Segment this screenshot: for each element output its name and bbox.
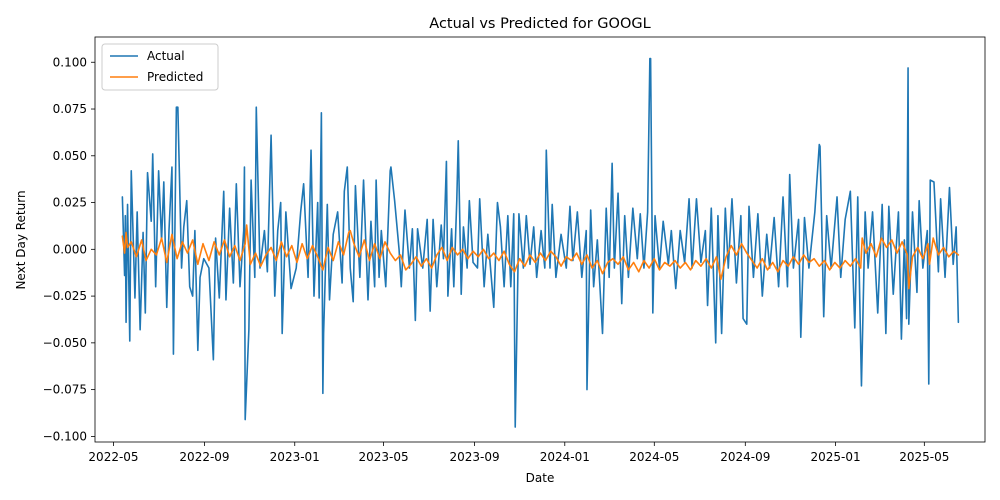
chart-title: Actual vs Predicted for GOOGL	[429, 16, 650, 32]
x-tick-label: 2024-01	[540, 450, 590, 464]
series-layer	[121, 57, 960, 428]
y-tick-label: 0.100	[53, 55, 87, 69]
x-tick-label: 2024-05	[629, 450, 679, 464]
x-tick-label: 2023-01	[270, 450, 320, 464]
y-tick-label: −0.025	[43, 289, 87, 303]
y-axis: 0.100 0.075 0.050 0.025 0.000 −0.025 −0.050 −0.…	[43, 55, 95, 443]
y-tick-label: 0.050	[53, 149, 87, 163]
y-tick-label: 0.000	[53, 242, 87, 256]
plot-area	[94, 36, 986, 443]
x-axis-title: Date	[526, 471, 555, 485]
series-line-predicted	[121, 224, 960, 290]
y-tick-label: 0.075	[53, 102, 87, 116]
x-tick-label: 2022-09	[179, 450, 229, 464]
x-axis: 2022-05 2022-09 2023-01 2023-05 2023-09 2024-…	[88, 442, 949, 464]
y-tick-label: −0.050	[43, 336, 87, 350]
y-axis-title: Next Day Return	[14, 190, 28, 289]
series-line-actual	[121, 57, 960, 428]
y-tick-label: 0.025	[53, 196, 87, 210]
x-tick-label: 2022-05	[88, 450, 138, 464]
y-tick-label: −0.075	[43, 383, 87, 397]
legend: Actual Predicted	[101, 43, 219, 91]
legend-label-actual: Actual	[147, 49, 185, 63]
x-tick-label: 2025-01	[810, 450, 860, 464]
x-tick-label: 2023-05	[358, 450, 408, 464]
legend-label-predicted: Predicted	[147, 70, 203, 84]
plot-frame	[94, 36, 986, 443]
x-tick-label: 2023-09	[449, 450, 499, 464]
x-tick-label: 2024-09	[720, 450, 770, 464]
y-tick-label: −0.100	[43, 429, 87, 443]
x-tick-label: 2025-05	[899, 450, 949, 464]
